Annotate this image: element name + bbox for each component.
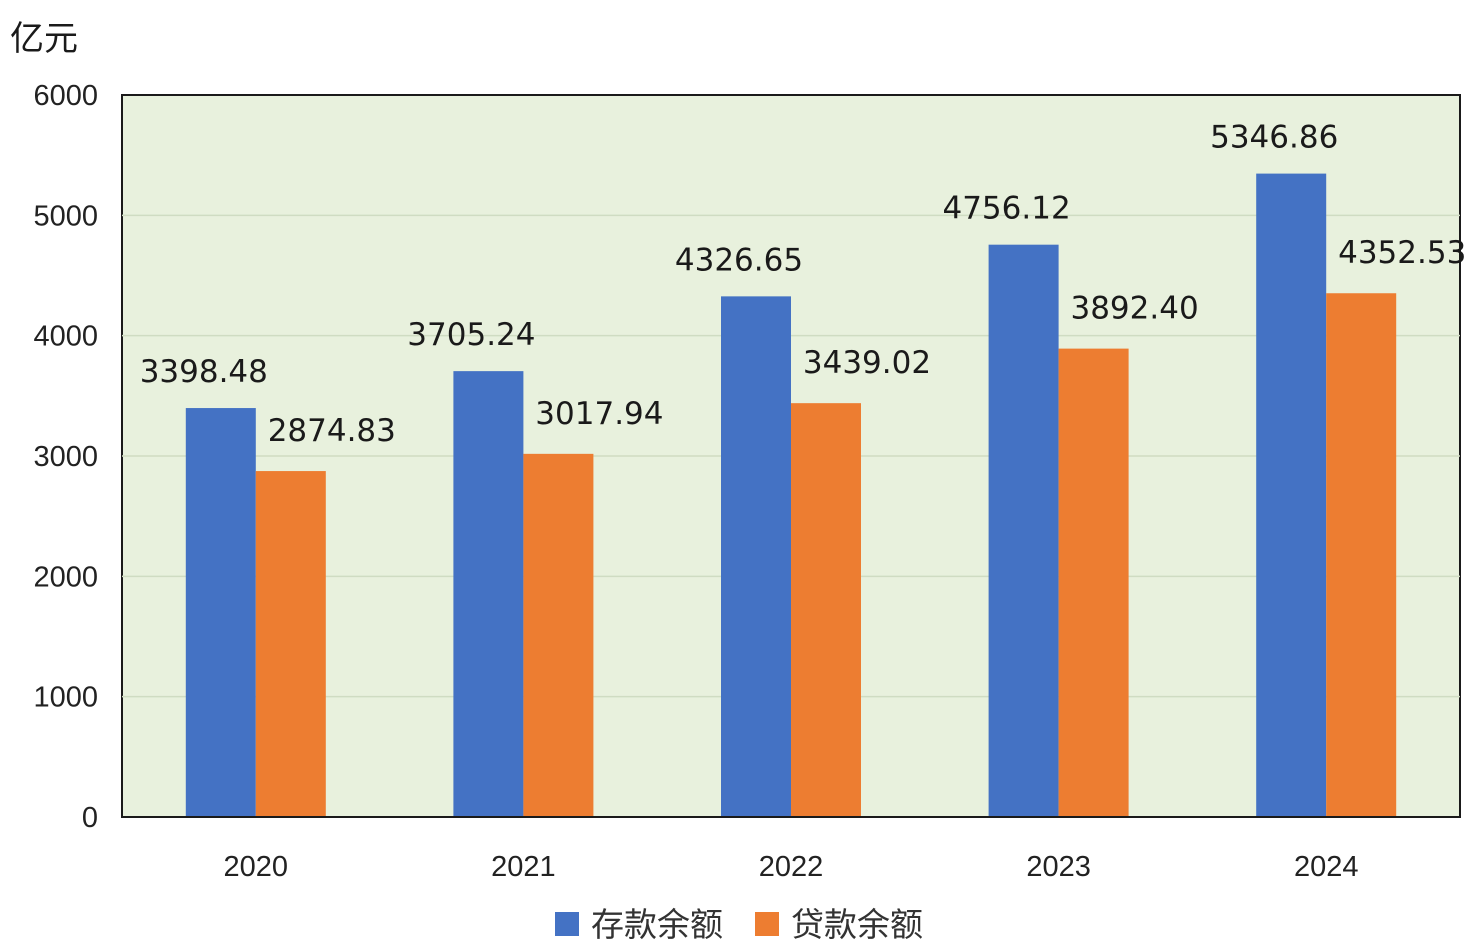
bar-loan-2024 bbox=[1326, 293, 1397, 817]
x-tick-label: 2021 bbox=[491, 851, 556, 883]
x-axis-ticks: 2020 2021 2022 2023 2024 bbox=[224, 851, 1359, 883]
data-label: 4326.65 bbox=[675, 242, 803, 278]
y-tick-label: 0 bbox=[82, 802, 98, 834]
data-label: 5346.86 bbox=[1210, 120, 1338, 156]
legend-swatch bbox=[555, 912, 579, 936]
data-label: 4352.53 bbox=[1338, 235, 1466, 271]
data-label: 2874.83 bbox=[268, 413, 396, 449]
y-tick-label: 2000 bbox=[33, 561, 98, 593]
legend-label: 贷款余额 bbox=[791, 905, 923, 944]
legend-label: 存款余额 bbox=[591, 905, 723, 944]
bars bbox=[185, 173, 1397, 818]
legend: 存款余额 贷款余额 bbox=[555, 905, 923, 944]
bar-deposit-2024 bbox=[1256, 173, 1327, 818]
bar-deposit-2022 bbox=[721, 296, 791, 818]
y-tick-label: 3000 bbox=[33, 441, 98, 473]
bar-loan-2022 bbox=[791, 403, 861, 817]
x-tick-label: 2022 bbox=[759, 851, 824, 883]
bar-loan-2020 bbox=[255, 471, 326, 817]
data-label: 3439.02 bbox=[803, 345, 931, 381]
data-label: 3892.40 bbox=[1070, 291, 1198, 327]
y-tick-label: 1000 bbox=[33, 682, 98, 714]
y-tick-label: 5000 bbox=[33, 200, 98, 232]
bar-loan-2021 bbox=[523, 453, 594, 817]
data-label: 3398.48 bbox=[140, 354, 268, 390]
y-axis-unit-label: 亿元 bbox=[10, 19, 78, 59]
x-tick-label: 2023 bbox=[1026, 851, 1091, 883]
bar-deposit-2020 bbox=[185, 408, 256, 817]
y-tick-label: 6000 bbox=[33, 80, 98, 112]
legend-swatch bbox=[755, 912, 779, 936]
data-label: 4756.12 bbox=[942, 191, 1070, 227]
y-tick-label: 4000 bbox=[33, 321, 98, 353]
x-tick-label: 2024 bbox=[1294, 851, 1359, 883]
bar-loan-2023 bbox=[1058, 348, 1129, 817]
bar-deposit-2021 bbox=[453, 371, 524, 817]
x-tick-label: 2020 bbox=[224, 851, 289, 883]
y-axis-ticks: 0 1000 2000 3000 4000 5000 6000 bbox=[33, 80, 98, 834]
data-label: 3017.94 bbox=[535, 396, 663, 432]
data-label: 3705.24 bbox=[407, 317, 535, 353]
bar-deposit-2023 bbox=[988, 244, 1059, 817]
